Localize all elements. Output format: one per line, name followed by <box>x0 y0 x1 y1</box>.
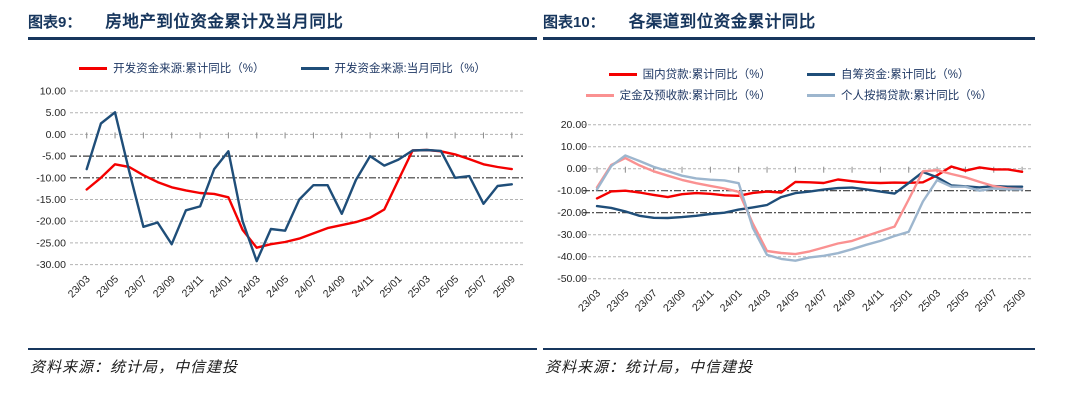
figure10-source: 资料来源：统计局，中信建投 <box>545 360 754 376</box>
figure10-title-row: 图表10： 各渠道到位资金累计同比 <box>543 8 816 32</box>
figure10-bottom-rule <box>543 348 1035 350</box>
figure9-bottom-rule <box>28 348 537 350</box>
x-axis-tick-label: 24/11 <box>860 287 887 314</box>
legend-label: 定金及预收款:累计同比（%） <box>619 90 771 102</box>
legend-item: 国内贷款:累计同比（%） <box>608 66 771 82</box>
x-axis-tick-label: 24/09 <box>831 287 858 314</box>
legend-label: 个人按揭贷款:累计同比（%） <box>841 90 993 102</box>
x-axis-tick-label: 25/01 <box>888 287 915 314</box>
legend-row: 开发资金来源:累计同比（%） 开发资金来源:当月同比（%） <box>79 60 486 76</box>
legend-line-swatch-icon <box>585 93 614 97</box>
x-axis-tick-label: 25/07 <box>463 273 490 300</box>
figure9-chart: 10.00 5.00 0.00 -5.00 -10.00 -15.00 -20.00 -25.… <box>36 86 525 300</box>
legend-item: 自筹资金:累计同比（%） <box>807 66 969 82</box>
x-axis-tick-label: 25/09 <box>1001 287 1028 314</box>
y-axis-tick-label: -20.00 <box>36 216 66 228</box>
x-axis-tick-label: 24/03 <box>746 287 773 314</box>
legend-line-swatch-icon <box>608 72 637 76</box>
x-axis-tick-label: 24/01 <box>207 273 234 300</box>
x-axis-tick-label: 23/03 <box>66 273 93 300</box>
y-axis-tick-label: -50.00 <box>557 273 587 285</box>
x-axis-tick-label: 25/09 <box>491 273 518 300</box>
figure9-title-rule <box>28 37 537 40</box>
y-axis-tick-label: 5.00 <box>46 107 67 119</box>
figure9-title-row: 图表9： 房地产到位资金累计及当月同比 <box>28 8 343 32</box>
y-axis-tick-label: 20.00 <box>561 119 587 131</box>
y-axis-tick-label: -15.00 <box>36 194 66 206</box>
x-axis-tick-label: 23/03 <box>576 287 603 314</box>
x-axis-tick-label: 23/09 <box>151 273 178 300</box>
y-axis-tick-label: 0.00 <box>46 129 67 141</box>
y-axis-tick-label: -10.00 <box>557 185 587 197</box>
legend-line-swatch-icon <box>807 93 835 97</box>
legend-label: 开发资金来源:当月同比（%） <box>334 63 486 75</box>
x-axis-tick-label: 24/11 <box>350 273 377 300</box>
legend-item: 定金及预收款:累计同比（%） <box>585 87 771 103</box>
figure9-legend: 开发资金来源:累计同比（%） 开发资金来源:当月同比（%） <box>28 60 537 76</box>
x-axis-tick-label: 23/05 <box>94 273 121 300</box>
series-line-3 <box>595 154 1024 262</box>
legend-row: 定金及预收款:累计同比（%） 个人按揭贷款:累计同比（%） <box>585 87 992 103</box>
figure9-title: 房地产到位资金累计及当月同比 <box>105 13 344 31</box>
y-axis-tick-label: 10.00 <box>561 141 587 153</box>
y-axis-tick-label: -30.00 <box>557 229 587 241</box>
x-axis-tick-label: 23/05 <box>604 287 631 314</box>
figure10-title: 各渠道到位资金累计同比 <box>628 13 816 31</box>
x-axis-tick-label: 23/07 <box>633 287 660 314</box>
figure9-panel: 图表9： 房地产到位资金累计及当月同比 开发资金来源:累计同比（%） 开发资金来源… <box>28 0 537 413</box>
figure9-label: 图表9： <box>28 14 82 31</box>
legend-row: 国内贷款:累计同比（%） 自筹资金:累计同比（%） <box>608 66 969 82</box>
x-axis-tick-label: 24/01 <box>718 287 745 314</box>
figure9-source: 资料来源：统计局，中信建投 <box>30 360 239 376</box>
legend-label: 开发资金来源:累计同比（%） <box>113 63 265 75</box>
x-axis-tick-label: 23/07 <box>122 273 149 300</box>
x-axis-tick-label: 25/03 <box>406 273 433 300</box>
series-line-0 <box>595 165 1024 200</box>
y-axis-tick-label: -40.00 <box>557 251 587 263</box>
x-axis-tick-label: 24/05 <box>264 273 291 300</box>
y-axis-tick-label: 10.00 <box>40 86 66 98</box>
y-axis-tick-label: -20.00 <box>557 207 587 219</box>
figure10-panel: 图表10： 各渠道到位资金累计同比 国内贷款:累计同比（%） 自筹资金:累计同比（… <box>543 0 1035 413</box>
legend-line-swatch-icon <box>79 66 108 70</box>
y-axis-tick-label: -30.00 <box>36 259 66 271</box>
series-line-2 <box>595 156 1024 256</box>
figure10-chart: 20.00 10.00 0.00 -10.00 -20.00 -30.00 -40.00 -5… <box>557 119 1031 314</box>
x-axis-tick-label: 25/05 <box>434 273 461 300</box>
legend-item: 开发资金来源:累计同比（%） <box>79 60 265 76</box>
x-axis-tick-label: 25/07 <box>973 287 1000 314</box>
x-axis-tick-label: 24/07 <box>292 273 319 300</box>
x-axis-tick-label: 24/07 <box>803 287 830 314</box>
legend-label: 自筹资金:累计同比（%） <box>841 69 970 81</box>
y-axis-tick-label: -10.00 <box>36 172 66 184</box>
x-axis-tick-label: 23/11 <box>690 287 717 314</box>
legend-line-swatch-icon <box>300 66 329 70</box>
series-line-1 <box>85 111 513 263</box>
x-axis-tick-label: 25/03 <box>916 287 943 314</box>
legend-line-swatch-icon <box>807 72 835 76</box>
x-axis-tick-label: 23/09 <box>661 287 688 314</box>
x-axis-tick-label: 23/11 <box>180 273 207 300</box>
x-axis-tick-label: 24/09 <box>321 273 348 300</box>
legend-item: 个人按揭贷款:累计同比（%） <box>807 87 992 103</box>
y-axis-tick-label: 0.00 <box>567 163 588 175</box>
x-axis-tick-label: 24/05 <box>774 287 801 314</box>
y-axis-tick-label: -5.00 <box>42 151 66 163</box>
x-axis-tick-label: 25/01 <box>377 273 404 300</box>
legend-label: 国内贷款:累计同比（%） <box>642 69 771 81</box>
figure10-label: 图表10： <box>543 14 605 31</box>
y-axis-tick-label: -25.00 <box>36 237 66 249</box>
figure10-title-rule <box>543 37 1035 40</box>
legend-item: 开发资金来源:当月同比（%） <box>300 60 486 76</box>
figure10-legend: 国内贷款:累计同比（%） 自筹资金:累计同比（%） 定金及预收款:累计同比（%） 个人… <box>543 66 1035 103</box>
x-axis-tick-label: 24/03 <box>236 273 263 300</box>
x-axis-tick-label: 25/05 <box>944 287 971 314</box>
